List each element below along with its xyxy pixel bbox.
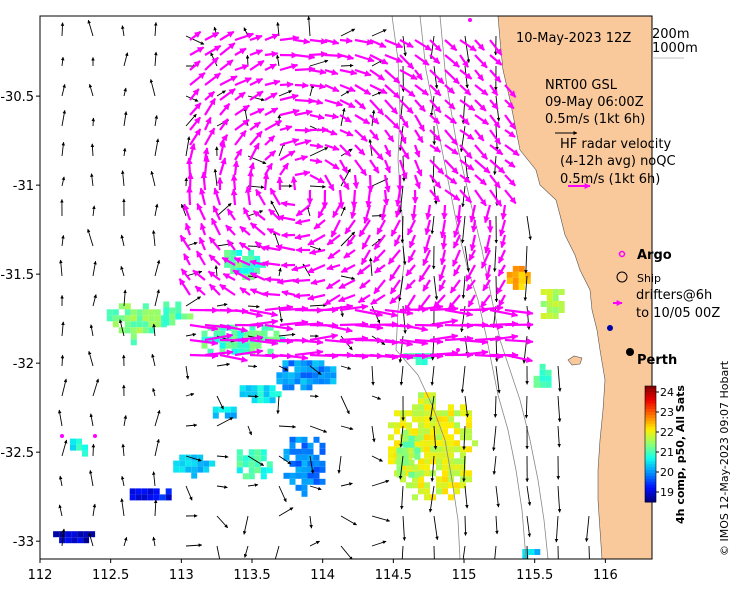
y-tick-label: -31.5 <box>0 268 34 283</box>
y-tick-label: -30.5 <box>0 90 34 105</box>
y-tick-label: -33 <box>13 535 34 550</box>
ship-marker-icon <box>616 271 628 283</box>
x-tick-label: 115.5 <box>516 568 553 583</box>
x-tick-label: 114.5 <box>375 568 412 583</box>
model-current-vectors <box>57 16 590 559</box>
y-tick-label: -31 <box>13 179 34 194</box>
y-tick-label: -32 <box>13 357 34 372</box>
colorbar-tick-label: 20 <box>660 466 674 479</box>
perth-marker <box>626 348 634 356</box>
colorbar-ticks: 24 23 22 21 20 19 <box>656 386 674 499</box>
y-axis-ticks: -30.5 -31 -31.5 -32 -32.5 -33 <box>0 90 40 550</box>
drifters-label-1: drifters@6h <box>636 288 712 303</box>
x-tick-label: 113 <box>169 568 194 583</box>
plot-frame <box>39 15 653 560</box>
x-tick-label: 113.5 <box>233 568 270 583</box>
ship-label: Ship <box>637 272 661 285</box>
colorbar-title: 4h comp, p50, All Sats <box>674 385 687 524</box>
colorbar-tick-label: 24 <box>660 386 674 399</box>
sst-colorbar: 24 23 22 21 20 19 4h comp, p50, All Sats <box>644 385 687 524</box>
x-tick-label: 116 <box>593 568 618 583</box>
credit-text: © IMOS 12-May-2023 09:07 Hobart <box>718 360 731 556</box>
drifters-label-2: to 10/05 00Z <box>636 306 720 321</box>
colorbar-tick-label: 22 <box>660 426 674 439</box>
nrt-title: NRT00 GSL <box>545 78 618 93</box>
perth-label: Perth <box>637 353 677 368</box>
hf-title: HF radar velocity <box>560 137 672 152</box>
nrt-scale: 0.5m/s (1kt 6h) <box>545 112 645 127</box>
drifter-markers <box>60 18 613 438</box>
hf-avg: (4-12h avg) noQC <box>560 154 676 169</box>
colorbar-tick-label: 21 <box>660 446 674 459</box>
argo-marker-icon <box>618 250 626 258</box>
map-annotations: 10-May-2023 12Z 200m 1000m NRT00 GSL 09-… <box>516 27 720 368</box>
hf-radar-vectors <box>178 30 534 363</box>
contour-1000m-label: 1000m <box>652 41 698 56</box>
x-tick-label: 112.5 <box>92 568 129 583</box>
y-tick-label: -32.5 <box>0 446 34 461</box>
x-tick-label: 114 <box>310 568 335 583</box>
hf-scale: 0.5m/s (1kt 6h) <box>560 172 660 187</box>
colorbar-tick-label: 23 <box>660 406 674 419</box>
x-tick-label: 115 <box>452 568 477 583</box>
x-axis-ticks: 112 112.5 113 113.5 114 114.5 115 115.5 116 <box>28 559 618 583</box>
x-tick-label: 112 <box>28 568 53 583</box>
land-mass <box>497 16 652 559</box>
argo-label: Argo <box>637 248 672 263</box>
date-label: 10-May-2023 12Z <box>516 31 631 46</box>
rottnest-island <box>567 355 583 366</box>
contour-200m-label: 200m <box>652 27 689 42</box>
contour-200m <box>419 16 527 559</box>
nrt-time: 09-May 06:00Z <box>545 95 644 110</box>
colorbar-tick-label: 19 <box>660 486 674 499</box>
